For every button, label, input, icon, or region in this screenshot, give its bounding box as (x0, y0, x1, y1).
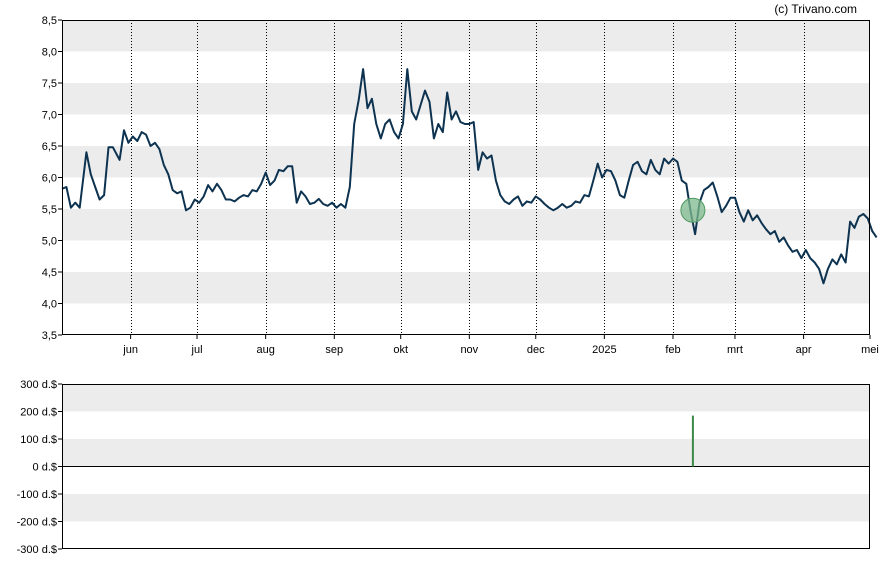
y-tick-label: 6,0 (42, 173, 57, 185)
x-tick-label: aug (256, 344, 274, 356)
y-tick-label: 7,0 (42, 110, 57, 122)
y-tick-label: 8,0 (42, 47, 57, 59)
y-tick-label: 200 d.$ (20, 407, 57, 419)
x-tick-label: apr (796, 344, 812, 356)
x-tick-label: dec (527, 344, 545, 356)
grid-band (62, 494, 870, 522)
y-tick-label: 0 d.$ (33, 462, 57, 474)
grid-band (62, 20, 870, 52)
x-tick-label: sep (325, 344, 343, 356)
x-tick-label: feb (665, 344, 680, 356)
event-marker (680, 197, 706, 223)
grid-band (62, 83, 870, 115)
grid-band (62, 272, 870, 304)
y-tick-label: 300 d.$ (20, 379, 57, 391)
y-tick-label: -100 d.$ (17, 489, 57, 501)
x-tick-label: 2025 (592, 344, 616, 356)
volume-panel: 300 d.$ 200 d.$ 100 d.$ 0 d.$ -100 d.$ -200 d… (17, 379, 870, 556)
price-line (61, 68, 878, 285)
x-tick-label: mei (861, 344, 879, 356)
y-tick-label: 7,5 (42, 78, 57, 90)
plot-frame (62, 384, 870, 549)
credit-label: (c) Trivano.com (774, 2, 857, 16)
y-tick-label: 4,5 (42, 267, 57, 279)
y-tick-label: -200 d.$ (17, 517, 57, 529)
x-tick-label: jul (191, 344, 203, 356)
y-tick-label: -300 d.$ (17, 544, 57, 556)
x-tick-label: okt (393, 344, 408, 356)
y-tick-label: 5,0 (42, 236, 57, 248)
grid-band (62, 146, 870, 178)
grid-band (62, 439, 870, 467)
price-panel: 3,5 4,0 4,5 5,0 5,5 6,0 6,5 7,0 7,5 8,0 8,5 jun jul a… (42, 15, 879, 356)
x-tick-label: jun (122, 344, 138, 356)
y-tick-label: 100 d.$ (20, 434, 57, 446)
y-tick-label: 3,5 (42, 330, 57, 342)
plot-frame (62, 20, 870, 335)
y-tick-label: 8,5 (42, 15, 57, 27)
y-tick-label: 4,0 (42, 299, 57, 311)
x-tick-label: nov (460, 344, 478, 356)
y-tick-label: 6,5 (42, 141, 57, 153)
y-tick-label: 5,5 (42, 204, 57, 216)
x-tick-label: mrt (727, 344, 743, 356)
grid-band (62, 384, 870, 412)
